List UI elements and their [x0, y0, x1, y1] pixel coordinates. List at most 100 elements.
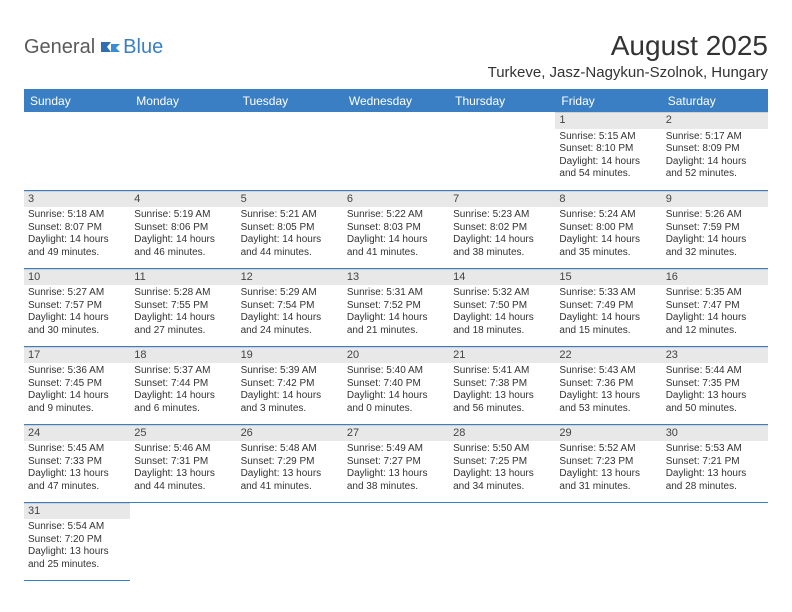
daylight-text-2: and 34 minutes.	[453, 481, 551, 494]
day-number: 7	[449, 191, 555, 208]
sunrise-text: Sunrise: 5:50 AM	[453, 443, 551, 456]
sunrise-text: Sunrise: 5:48 AM	[241, 443, 339, 456]
day-number: 6	[343, 191, 449, 208]
sunrise-text: Sunrise: 5:41 AM	[453, 365, 551, 378]
day-number: 15	[555, 269, 661, 286]
sunrise-text: Sunrise: 5:46 AM	[134, 443, 232, 456]
day-number: 13	[343, 269, 449, 286]
calendar-day-cell: 19Sunrise: 5:39 AMSunset: 7:42 PMDayligh…	[237, 346, 343, 424]
calendar-day-cell: 17Sunrise: 5:36 AMSunset: 7:45 PMDayligh…	[24, 346, 130, 424]
calendar-day-cell: 4Sunrise: 5:19 AMSunset: 8:06 PMDaylight…	[130, 190, 236, 268]
day-content: Sunrise: 5:32 AMSunset: 7:50 PMDaylight:…	[449, 285, 555, 339]
daylight-text-2: and 49 minutes.	[28, 247, 126, 260]
day-content: Sunrise: 5:53 AMSunset: 7:21 PMDaylight:…	[662, 441, 768, 495]
day-content: Sunrise: 5:52 AMSunset: 7:23 PMDaylight:…	[555, 441, 661, 495]
flag-icon	[99, 40, 121, 54]
weekday-header: Monday	[130, 90, 236, 113]
day-content: Sunrise: 5:36 AMSunset: 7:45 PMDaylight:…	[24, 363, 130, 417]
calendar-day-cell: 1Sunrise: 5:15 AMSunset: 8:10 PMDaylight…	[555, 112, 661, 190]
calendar-day-cell: 8Sunrise: 5:24 AMSunset: 8:00 PMDaylight…	[555, 190, 661, 268]
sunset-text: Sunset: 7:36 PM	[559, 378, 657, 391]
sunset-text: Sunset: 7:20 PM	[28, 534, 126, 547]
daylight-text-2: and 47 minutes.	[28, 481, 126, 494]
weekday-header: Tuesday	[237, 90, 343, 113]
day-number: 4	[130, 191, 236, 208]
daylight-text-1: Daylight: 14 hours	[666, 234, 764, 247]
weekday-header: Saturday	[662, 90, 768, 113]
calendar-day-cell: 12Sunrise: 5:29 AMSunset: 7:54 PMDayligh…	[237, 268, 343, 346]
daylight-text-1: Daylight: 13 hours	[28, 546, 126, 559]
day-content: Sunrise: 5:26 AMSunset: 7:59 PMDaylight:…	[662, 207, 768, 261]
daylight-text-2: and 50 minutes.	[666, 403, 764, 416]
day-number: 28	[449, 425, 555, 442]
calendar-day-cell: 7Sunrise: 5:23 AMSunset: 8:02 PMDaylight…	[449, 190, 555, 268]
day-number: 30	[662, 425, 768, 442]
daylight-text-2: and 56 minutes.	[453, 403, 551, 416]
sunset-text: Sunset: 7:50 PM	[453, 300, 551, 313]
calendar-day-cell: 20Sunrise: 5:40 AMSunset: 7:40 PMDayligh…	[343, 346, 449, 424]
day-content: Sunrise: 5:22 AMSunset: 8:03 PMDaylight:…	[343, 207, 449, 261]
sunset-text: Sunset: 7:38 PM	[453, 378, 551, 391]
calendar-day-cell: 9Sunrise: 5:26 AMSunset: 7:59 PMDaylight…	[662, 190, 768, 268]
weekday-header: Sunday	[24, 90, 130, 113]
sunrise-text: Sunrise: 5:17 AM	[666, 131, 764, 144]
sunrise-text: Sunrise: 5:29 AM	[241, 287, 339, 300]
sunrise-text: Sunrise: 5:45 AM	[28, 443, 126, 456]
day-number: 29	[555, 425, 661, 442]
sunrise-text: Sunrise: 5:26 AM	[666, 209, 764, 222]
daylight-text-2: and 32 minutes.	[666, 247, 764, 260]
daylight-text-1: Daylight: 13 hours	[134, 468, 232, 481]
daylight-text-1: Daylight: 14 hours	[666, 156, 764, 169]
daylight-text-1: Daylight: 14 hours	[347, 234, 445, 247]
daylight-text-1: Daylight: 14 hours	[559, 234, 657, 247]
sunrise-text: Sunrise: 5:44 AM	[666, 365, 764, 378]
calendar-day-cell	[555, 502, 661, 580]
day-content: Sunrise: 5:33 AMSunset: 7:49 PMDaylight:…	[555, 285, 661, 339]
day-number: 3	[24, 191, 130, 208]
day-number: 20	[343, 347, 449, 364]
daylight-text-1: Daylight: 13 hours	[241, 468, 339, 481]
daylight-text-1: Daylight: 14 hours	[559, 156, 657, 169]
daylight-text-2: and 12 minutes.	[666, 325, 764, 338]
calendar-day-cell	[343, 502, 449, 580]
day-content: Sunrise: 5:48 AMSunset: 7:29 PMDaylight:…	[237, 441, 343, 495]
sunrise-text: Sunrise: 5:27 AM	[28, 287, 126, 300]
sunrise-text: Sunrise: 5:19 AM	[134, 209, 232, 222]
daylight-text-2: and 3 minutes.	[241, 403, 339, 416]
calendar-week-row: 31Sunrise: 5:54 AMSunset: 7:20 PMDayligh…	[24, 502, 768, 580]
calendar-week-row: 3Sunrise: 5:18 AMSunset: 8:07 PMDaylight…	[24, 190, 768, 268]
daylight-text-1: Daylight: 14 hours	[666, 312, 764, 325]
daylight-text-2: and 41 minutes.	[241, 481, 339, 494]
day-number: 23	[662, 347, 768, 364]
day-number: 1	[555, 112, 661, 129]
calendar-day-cell: 2Sunrise: 5:17 AMSunset: 8:09 PMDaylight…	[662, 112, 768, 190]
daylight-text-2: and 9 minutes.	[28, 403, 126, 416]
sunset-text: Sunset: 7:59 PM	[666, 222, 764, 235]
day-content: Sunrise: 5:18 AMSunset: 8:07 PMDaylight:…	[24, 207, 130, 261]
sunrise-text: Sunrise: 5:40 AM	[347, 365, 445, 378]
daylight-text-1: Daylight: 14 hours	[241, 234, 339, 247]
day-content: Sunrise: 5:49 AMSunset: 7:27 PMDaylight:…	[343, 441, 449, 495]
day-number: 26	[237, 425, 343, 442]
sunset-text: Sunset: 7:21 PM	[666, 456, 764, 469]
location: Turkeve, Jasz-Nagykun-Szolnok, Hungary	[488, 64, 768, 81]
sunrise-text: Sunrise: 5:52 AM	[559, 443, 657, 456]
calendar-day-cell: 30Sunrise: 5:53 AMSunset: 7:21 PMDayligh…	[662, 424, 768, 502]
day-number: 9	[662, 191, 768, 208]
sunrise-text: Sunrise: 5:37 AM	[134, 365, 232, 378]
sunset-text: Sunset: 8:10 PM	[559, 143, 657, 156]
calendar-day-cell	[662, 502, 768, 580]
day-content: Sunrise: 5:37 AMSunset: 7:44 PMDaylight:…	[130, 363, 236, 417]
daylight-text-1: Daylight: 14 hours	[28, 234, 126, 247]
sunset-text: Sunset: 7:23 PM	[559, 456, 657, 469]
daylight-text-1: Daylight: 13 hours	[347, 468, 445, 481]
daylight-text-2: and 53 minutes.	[559, 403, 657, 416]
day-number: 14	[449, 269, 555, 286]
sunset-text: Sunset: 7:57 PM	[28, 300, 126, 313]
sunrise-text: Sunrise: 5:23 AM	[453, 209, 551, 222]
calendar-day-cell	[449, 502, 555, 580]
daylight-text-2: and 15 minutes.	[559, 325, 657, 338]
day-content: Sunrise: 5:27 AMSunset: 7:57 PMDaylight:…	[24, 285, 130, 339]
daylight-text-1: Daylight: 13 hours	[666, 390, 764, 403]
day-content: Sunrise: 5:44 AMSunset: 7:35 PMDaylight:…	[662, 363, 768, 417]
